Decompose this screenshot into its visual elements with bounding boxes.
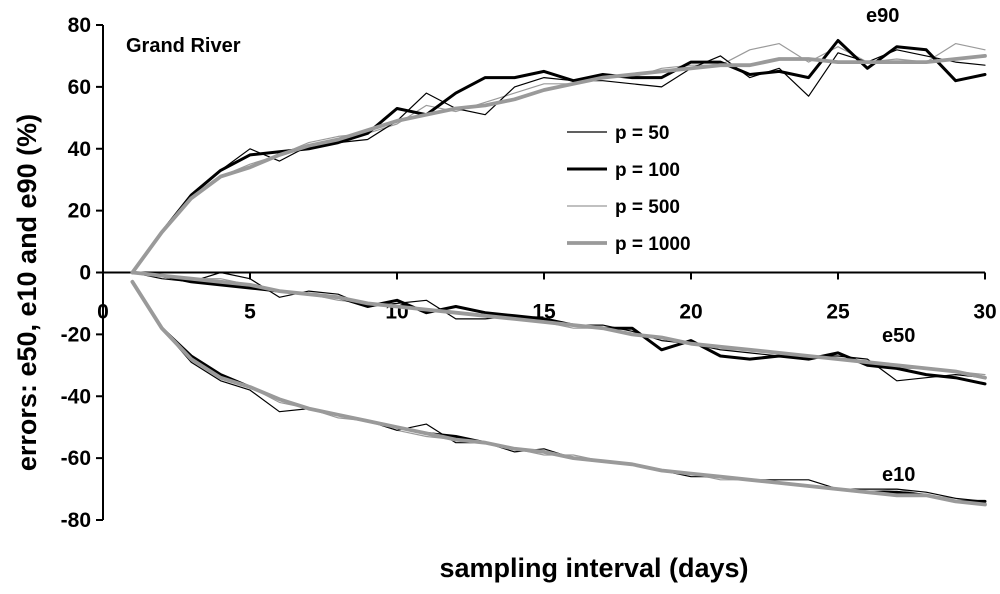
legend-label: p = 500 <box>615 197 680 218</box>
y-tick-label: -60 <box>61 447 91 470</box>
e50-curve-label: e50 <box>882 325 915 347</box>
legend-label: p = 50 <box>615 123 669 144</box>
x-ticks: 0 5 10 15 20 25 30 <box>97 272 997 324</box>
x-tick-label: 25 <box>826 301 850 324</box>
legend-label: p = 1000 <box>615 234 691 255</box>
y-axis-title: errors: e50, e10 and e90 (%) <box>12 114 42 471</box>
y-ticks: -80 -60 -40 -20 0 20 40 60 80 <box>61 14 103 532</box>
site-label: Grand River <box>126 35 241 57</box>
series-line-e50-1000 <box>130 270 987 380</box>
e10-curve-label: e10 <box>882 464 915 486</box>
series-line-e90-50 <box>131 49 986 274</box>
y-tick-label: 80 <box>68 14 91 37</box>
series-line-e10-1000 <box>130 279 987 507</box>
y-tick-label: 60 <box>68 76 91 99</box>
legend-label: p = 100 <box>615 160 680 181</box>
y-tick-label: -80 <box>61 509 91 532</box>
series-line-e90-1000 <box>130 54 987 275</box>
series-line-e90-500 <box>131 42 986 274</box>
series-line-e90-100 <box>130 39 987 274</box>
x-tick-label: 5 <box>244 301 256 324</box>
y-tick-label: 20 <box>68 200 91 223</box>
x-tick-label: 20 <box>679 301 702 324</box>
y-tick-label: 0 <box>79 262 91 285</box>
x-tick-label: 0 <box>97 301 109 324</box>
x-tick-label: 30 <box>973 301 996 324</box>
y-tick-label: -20 <box>61 323 91 346</box>
legend: p = 50 p = 100 p = 500 p = 1000 <box>567 123 691 255</box>
e90-curve-label: e90 <box>866 5 899 27</box>
y-tick-label: 40 <box>68 138 91 161</box>
x-axis-title: sampling interval (days) <box>439 553 748 583</box>
y-tick-label: -40 <box>61 385 91 408</box>
series-line-e50-100 <box>130 271 987 386</box>
series-lines <box>130 39 987 507</box>
